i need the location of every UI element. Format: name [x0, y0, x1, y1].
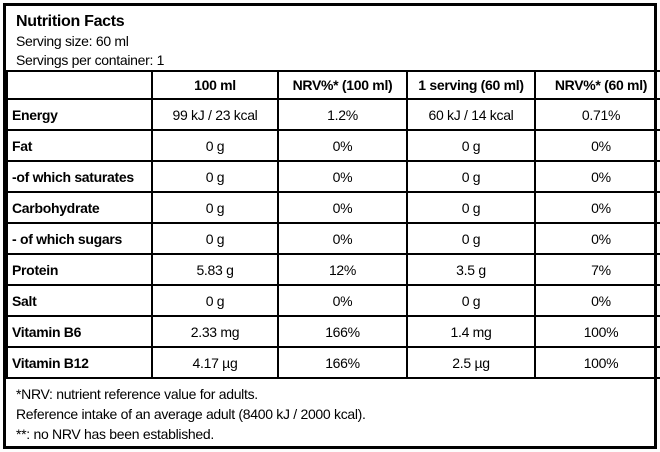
- value-cell: 4.17 µg: [151, 346, 279, 379]
- table-row-fat: Fat 0 g 0% 0 g 0%: [6, 129, 660, 162]
- table-row-salt: Salt 0 g 0% 0 g 0%: [6, 284, 660, 317]
- row-label: Energy: [6, 98, 153, 131]
- value-cell: 100%: [534, 346, 660, 379]
- value-cell: 99 kJ / 23 kcal: [151, 98, 279, 131]
- value-cell: 0 g: [151, 222, 279, 255]
- label-title: Nutrition Facts: [16, 13, 125, 30]
- table-row-energy: Energy 99 kJ / 23 kcal 1.2% 60 kJ / 14 k…: [6, 98, 660, 131]
- row-label: - of which sugars: [6, 222, 153, 255]
- table-row-vitamin-b6: Vitamin B6 2.33 mg 166% 1.4 mg 100%: [6, 315, 660, 348]
- nutrition-table: 100 ml NRV%* (100 ml) 1 serving (60 ml) …: [6, 70, 660, 379]
- label-header: Nutrition Facts Serving size: 60 ml Serv…: [6, 6, 654, 70]
- row-label: Salt: [6, 284, 153, 317]
- value-cell: 0%: [534, 222, 660, 255]
- value-cell: 2.5 µg: [406, 346, 536, 379]
- value-cell: 0%: [534, 284, 660, 317]
- column-header-100ml: 100 ml: [151, 70, 279, 100]
- value-cell: 0 g: [151, 160, 279, 193]
- column-header-nrv-60ml: NRV%* (60 ml): [534, 70, 660, 100]
- value-cell: 0%: [277, 284, 408, 317]
- value-cell: 0.71%: [534, 98, 660, 131]
- value-cell: 0 g: [406, 129, 536, 162]
- column-header-blank: [6, 70, 153, 100]
- value-cell: 0 g: [406, 191, 536, 224]
- table-row-sugars: - of which sugars 0 g 0% 0 g 0%: [6, 222, 660, 255]
- footnote-nrv: *NRV: nutrient reference value for adult…: [16, 386, 258, 402]
- row-label: Vitamin B12: [6, 346, 153, 379]
- column-header-1serving: 1 serving (60 ml): [406, 70, 536, 100]
- row-label: -of which saturates: [6, 160, 153, 193]
- value-cell: 60 kJ / 14 kcal: [406, 98, 536, 131]
- value-cell: 166%: [277, 346, 408, 379]
- value-cell: 0%: [277, 160, 408, 193]
- value-cell: 0 g: [406, 160, 536, 193]
- value-cell: 0%: [277, 191, 408, 224]
- value-cell: 12%: [277, 253, 408, 286]
- value-cell: 0%: [277, 129, 408, 162]
- value-cell: 0%: [534, 129, 660, 162]
- table-row-vitamin-b12: Vitamin B12 4.17 µg 166% 2.5 µg 100%: [6, 346, 660, 379]
- value-cell: 3.5 g: [406, 253, 536, 286]
- value-cell: 0 g: [406, 222, 536, 255]
- row-label: Protein: [6, 253, 153, 286]
- value-cell: 0%: [277, 222, 408, 255]
- value-cell: 7%: [534, 253, 660, 286]
- row-label: Vitamin B6: [6, 315, 153, 348]
- footnotes: *NRV: nutrient reference value for adult…: [6, 379, 654, 446]
- footnote-no-nrv: **: no NRV has been established.: [16, 426, 214, 442]
- table-row-protein: Protein 5.83 g 12% 3.5 g 7%: [6, 253, 660, 286]
- value-cell: 0 g: [151, 129, 279, 162]
- row-label: Fat: [6, 129, 153, 162]
- value-cell: 2.33 mg: [151, 315, 279, 348]
- table-row-carbohydrate: Carbohydrate 0 g 0% 0 g 0%: [6, 191, 660, 224]
- header-row: 100 ml NRV%* (100 ml) 1 serving (60 ml) …: [6, 70, 660, 100]
- value-cell: 5.83 g: [151, 253, 279, 286]
- column-header-nrv-100ml: NRV%* (100 ml): [277, 70, 408, 100]
- footnote-reference-intake: Reference intake of an average adult (84…: [16, 406, 366, 422]
- value-cell: 1.4 mg: [406, 315, 536, 348]
- servings-per-container: Servings per container: 1: [16, 52, 165, 68]
- value-cell: 0%: [534, 160, 660, 193]
- row-label: Carbohydrate: [6, 191, 153, 224]
- table-row-saturates: -of which saturates 0 g 0% 0 g 0%: [6, 160, 660, 193]
- value-cell: 0 g: [406, 284, 536, 317]
- value-cell: 0 g: [151, 284, 279, 317]
- value-cell: 0%: [534, 191, 660, 224]
- value-cell: 100%: [534, 315, 660, 348]
- value-cell: 0 g: [151, 191, 279, 224]
- label-border: Nutrition Facts Serving size: 60 ml Serv…: [3, 3, 660, 449]
- value-cell: 166%: [277, 315, 408, 348]
- value-cell: 1.2%: [277, 98, 408, 131]
- serving-size: Serving size: 60 ml: [16, 33, 129, 49]
